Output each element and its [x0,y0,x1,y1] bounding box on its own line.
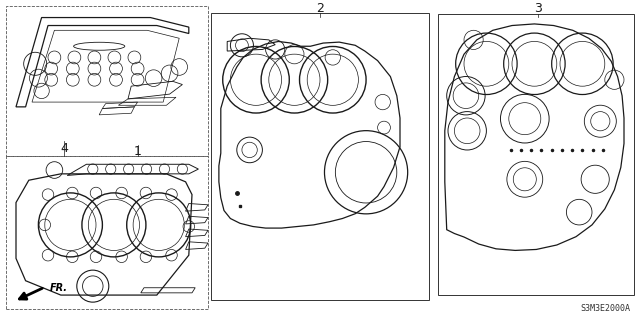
Bar [211,13,429,300]
Text: S3M3E2000A: S3M3E2000A [580,304,630,313]
Text: 2: 2 [316,3,324,15]
Text: FR.: FR. [50,283,68,293]
Bar [438,14,634,295]
Text: 4: 4 [60,142,68,155]
Text: 1: 1 [134,145,141,158]
Bar [6,6,208,156]
Bar [6,156,208,309]
Text: 3: 3 [534,3,541,15]
